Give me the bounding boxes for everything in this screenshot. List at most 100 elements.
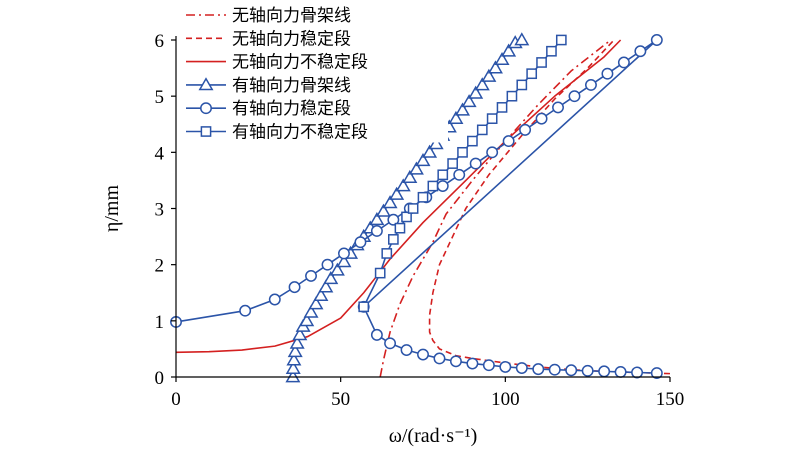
- data-point: [650, 367, 663, 380]
- y-tick-label: 6: [155, 31, 165, 52]
- data-point: [401, 211, 412, 223]
- data-point: [494, 51, 510, 66]
- data-point: [449, 355, 462, 368]
- data-point: [486, 146, 499, 159]
- ticks: 0 50 100 150 0 1 2 3 4 5 6: [155, 31, 685, 410]
- data-point: [515, 362, 528, 374]
- legend-item-2: 无轴向力稳定段: [182, 27, 448, 50]
- legend-marker: [200, 126, 212, 137]
- data-point: [375, 203, 391, 217]
- data-point: [370, 225, 383, 237]
- data-point: [617, 56, 630, 69]
- legend-item-1: 无轴向力骨架线: [182, 4, 448, 26]
- y-tick-label: 1: [155, 312, 165, 333]
- x-tick-label: 100: [491, 389, 520, 410]
- legend-item-3: 无轴向力不稳定段: [182, 50, 448, 73]
- data-point: [502, 135, 515, 148]
- series-2: [428, 39, 671, 375]
- data-point: [305, 269, 317, 282]
- data-point: [614, 365, 627, 378]
- data-point: [286, 352, 302, 366]
- data-point: [535, 112, 548, 125]
- data-point: [447, 158, 458, 169]
- data-point: [287, 344, 303, 358]
- x-axis-title: ω/(rad·s⁻¹): [389, 425, 478, 447]
- data-point: [289, 335, 305, 349]
- data-point: [436, 180, 449, 192]
- series-4: [285, 32, 530, 383]
- data-point: [427, 180, 439, 192]
- data-point: [631, 366, 644, 379]
- data-point: [634, 45, 647, 58]
- series-1: [379, 39, 612, 378]
- data-point: [318, 279, 334, 293]
- legend-label: 有轴向力稳定段: [232, 99, 351, 119]
- data-point: [467, 135, 478, 147]
- data-point: [581, 364, 594, 377]
- data-point: [387, 213, 400, 226]
- data-point: [285, 360, 301, 374]
- y-tick-label: 3: [155, 200, 165, 221]
- data-point: [453, 168, 466, 181]
- data-point: [552, 101, 564, 114]
- data-point: [400, 344, 413, 356]
- series-6: [358, 34, 567, 313]
- y-tick-label: 5: [155, 87, 165, 108]
- data-point: [585, 78, 597, 91]
- data-point: [417, 191, 429, 203]
- data-point: [407, 203, 419, 214]
- data-point: [457, 146, 468, 158]
- data-point: [389, 186, 405, 200]
- data-point: [476, 124, 488, 136]
- data-point: [323, 270, 339, 285]
- data-point: [448, 110, 464, 125]
- data-point: [536, 57, 547, 68]
- data-point: [499, 360, 512, 373]
- legend-marker: [198, 77, 214, 91]
- data-point: [358, 301, 370, 313]
- data-point: [433, 352, 446, 365]
- data-point: [292, 327, 308, 341]
- legend-item-bg: [182, 73, 448, 96]
- data-point: [422, 144, 438, 158]
- data-point: [382, 195, 398, 209]
- data-point: [374, 267, 386, 279]
- data-point: [565, 364, 578, 377]
- data-point: [461, 94, 477, 108]
- data-point: [329, 262, 345, 276]
- legend-item-6: 有轴向力不稳定段: [182, 120, 448, 143]
- data-point: [516, 79, 528, 91]
- legend-item-bg: [182, 4, 448, 26]
- data-point: [428, 136, 444, 150]
- data-point: [285, 369, 301, 383]
- legend-item-bg: [182, 27, 448, 50]
- data-point: [555, 34, 567, 46]
- series-2-line: [428, 39, 671, 375]
- data-point: [288, 281, 301, 294]
- data-point: [486, 113, 498, 124]
- data-point: [598, 365, 611, 378]
- data-point: [303, 304, 319, 318]
- y-axis-title: η/mm: [101, 184, 123, 232]
- data-point: [417, 348, 429, 361]
- data-point: [466, 357, 479, 370]
- data-point: [268, 293, 281, 306]
- data-point: [402, 169, 418, 184]
- data-point: [384, 337, 397, 350]
- data-point: [469, 157, 482, 170]
- legend: 无轴向力骨架线无轴向力稳定段无轴向力不稳定段有轴向力骨架线有轴向力稳定段有轴向力…: [182, 4, 448, 143]
- legend-item-bg: [182, 97, 448, 120]
- data-point: [601, 67, 614, 80]
- data-point: [308, 296, 324, 310]
- data-point: [526, 68, 538, 80]
- axes: [175, 36, 670, 378]
- plot-lines: [170, 32, 671, 383]
- y-tick-label: 2: [155, 256, 165, 277]
- series-1-line: [379, 39, 612, 378]
- data-point: [506, 90, 518, 102]
- legend-item-5: 有轴向力稳定段: [182, 97, 448, 120]
- data-point: [388, 234, 399, 245]
- legend-item-bg: [182, 50, 448, 73]
- data-point: [354, 236, 367, 249]
- data-point: [481, 68, 497, 82]
